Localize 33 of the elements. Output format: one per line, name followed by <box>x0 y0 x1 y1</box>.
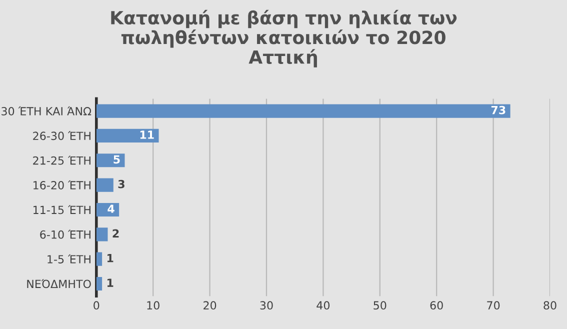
bar <box>96 178 114 192</box>
y-tick-label: 21-25 ΈΤΗ <box>33 156 90 165</box>
bar <box>96 252 102 266</box>
data-label: 1 <box>107 278 114 287</box>
bar <box>96 104 510 118</box>
bar <box>96 276 102 291</box>
data-label: 1 <box>107 254 114 262</box>
bar <box>96 128 159 142</box>
x-tick-label: 60 <box>430 301 443 310</box>
x-tick-label: 50 <box>374 301 386 310</box>
x-tick-label: 40 <box>316 301 330 310</box>
y-tick-label: 26-30 ΈΤΗ <box>33 131 90 140</box>
bar <box>96 154 125 168</box>
y-tick-label: 1-5 ΈΤΗ <box>48 254 90 264</box>
chart-title: Κατανομή με βάση την ηλικία των πωληθέντων κατοικιών το 2020 Αττική <box>111 10 457 68</box>
data-label: 11 <box>140 130 154 139</box>
y-tick-label: 11-15 ΈΤΗ <box>34 205 90 214</box>
x-tick-label: 10 <box>147 301 160 310</box>
y-tick-label: 16-20 ΈΤΗ <box>34 180 90 190</box>
x-tick-label: 20 <box>204 301 216 310</box>
bar <box>96 228 108 242</box>
x-tick-label: 30 <box>260 301 273 310</box>
y-tick-label: 6-10 ΈΤΗ <box>40 230 90 239</box>
x-tick-label: 80 <box>544 301 556 310</box>
x-tick-label: 0 <box>94 301 100 310</box>
data-label: 73 <box>491 106 506 114</box>
y-tick-label: ΝΕΌΔΜΗΤΟ <box>27 279 91 288</box>
data-label: 4 <box>108 204 114 213</box>
data-label: 2 <box>112 229 119 238</box>
data-label: 5 <box>114 155 120 164</box>
x-tick-label: 70 <box>487 301 500 310</box>
data-label: 3 <box>118 180 124 188</box>
y-tick-label: 30 ΈΤΗ ΚΑΙ ΆΝΩ <box>2 106 92 116</box>
